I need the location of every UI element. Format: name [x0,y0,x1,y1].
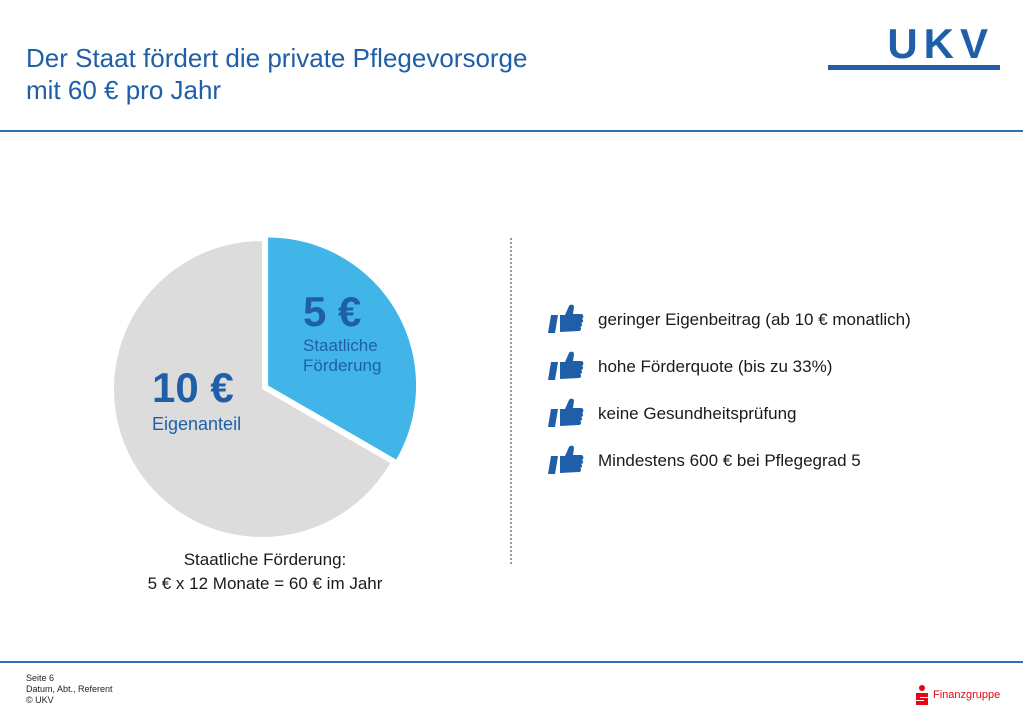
foerderung-label: Staatliche Förderung [303,336,381,376]
ukv-logo-text: UKV [887,20,994,67]
ukv-logo-underline [828,65,1000,70]
benefit-text: hohe Förderquote (bis zu 33%) [598,357,833,376]
benefit-text: Mindestens 600 € bei Pflegegrad 5 [598,451,861,470]
chart-caption: Staatliche Förderung: 5 € x 12 Monate = … [100,548,430,596]
footer-divider [0,661,1023,663]
footer-meta: Datum, Abt., Referent [26,684,113,694]
foerderung-label-line-1: Staatliche [303,336,378,355]
pie-slice-1 [114,241,391,537]
caption-line-2: 5 € x 12 Monate = 60 € im Jahr [147,574,383,593]
benefit-text: keine Gesundheitsprüfung [598,404,797,423]
slide-title: Der Staat fördert die private Pflegevors… [26,42,527,106]
thumbs-up-icon [548,304,584,333]
benefit-text: geringer Eigenbeitrag (ab 10 € monatlich… [598,310,911,329]
ukv-logo: UKV [828,22,1000,74]
thumbs-up-icon [548,351,584,380]
header-divider [0,130,1023,132]
eigenanteil-label: Eigenanteil [152,414,242,434]
foerderung-label-line-2: Förderung [303,356,382,375]
thumbs-up-icon [548,445,584,474]
sparkasse-s-icon [916,685,928,705]
title-line-2: mit 60 € pro Jahr [26,75,222,105]
caption-line-1: Staatliche Förderung: [183,550,347,569]
page-number: Seite 6 [26,673,55,683]
foerderung-value: 5 € [303,288,362,335]
thumbs-up-icon [548,398,584,427]
eigenanteil-value: 10 € [152,364,234,411]
dotted-divider [510,238,512,564]
footer-info: Seite 6 Datum, Abt., Referent © UKV [26,673,113,706]
title-line-1: Der Staat fördert die private Pflegevors… [26,43,528,73]
pie-slice-0 [268,237,417,460]
finanzgruppe-text: Finanzgruppe [933,689,1001,701]
copyright: © UKV [26,695,54,705]
